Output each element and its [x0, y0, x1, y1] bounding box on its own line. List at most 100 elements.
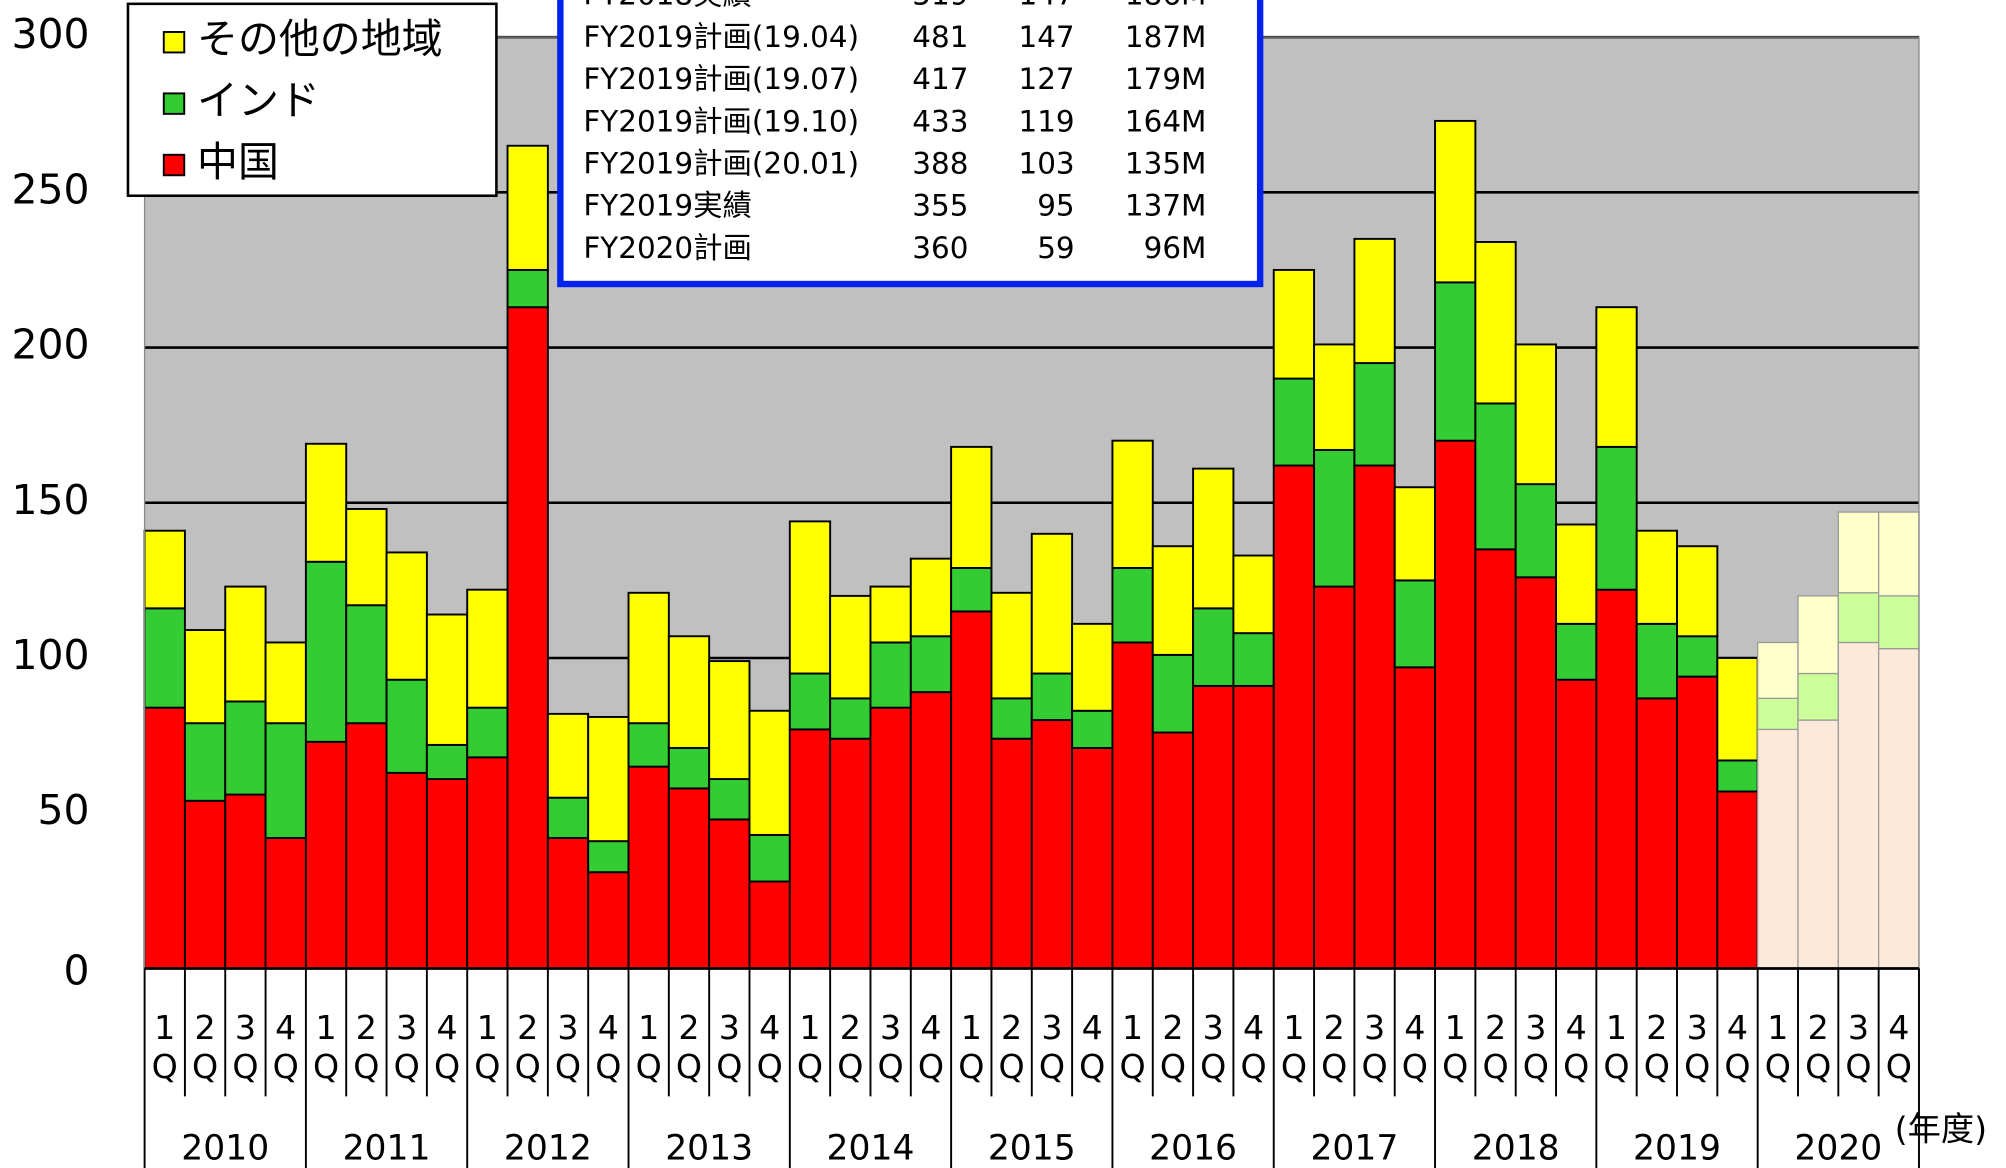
x-tick-label: 1Q — [1436, 1008, 1475, 1086]
bar-segment — [1676, 545, 1719, 638]
bar-segment — [1393, 579, 1437, 669]
x-tick-label: 1Q — [145, 1008, 184, 1086]
x-tick-label: 4Q — [428, 1008, 467, 1086]
x-tick-label: 3Q — [387, 1008, 426, 1086]
bar-segment — [304, 442, 348, 563]
bar-segment — [587, 840, 630, 874]
bar-segment — [546, 837, 590, 970]
bar-segment — [627, 765, 670, 970]
y-tick-label: 200 — [11, 321, 89, 369]
bar-segment — [224, 793, 267, 970]
x-tick-label: 2Q — [508, 1008, 547, 1086]
bar-segment — [748, 880, 791, 970]
bar-segment — [1434, 439, 1477, 970]
year-label: 2010 — [181, 1129, 269, 1168]
bar-segment — [143, 706, 186, 970]
bar-segment — [546, 796, 590, 840]
table-cell: 95 — [1037, 189, 1074, 223]
bar-segment — [1313, 449, 1356, 588]
table-row-label: FY2019計画(20.01) — [583, 147, 859, 181]
x-tick-label: 2Q — [186, 1008, 225, 1086]
bar-segment — [1111, 641, 1154, 970]
bar-segment — [1272, 464, 1316, 970]
bar-segment — [1837, 511, 1880, 594]
bar-segment — [1192, 607, 1235, 687]
table-cell: 519 — [912, 0, 968, 12]
x-tick-label: 2Q — [347, 1008, 386, 1086]
legend-swatch — [162, 31, 186, 54]
bar-segment — [708, 660, 751, 781]
bar-segment — [1313, 585, 1356, 970]
bar-segment — [1474, 241, 1517, 405]
bar-segment — [1030, 532, 1074, 675]
bar-segment — [1151, 653, 1195, 734]
x-tick-label: 3Q — [1355, 1008, 1394, 1086]
x-tick-label: 3Q — [1678, 1008, 1717, 1086]
x-tick-label: 1Q — [307, 1008, 346, 1086]
bar-segment — [1555, 523, 1598, 625]
bar-segment — [304, 740, 348, 970]
x-unit-label: (年度) — [1895, 1109, 1987, 1148]
bar-segment — [1555, 678, 1598, 970]
bar-segment — [1393, 666, 1437, 970]
bar-segment — [1757, 641, 1799, 699]
x-tick-label: 1Q — [1113, 1008, 1152, 1086]
table-cell: 187M — [1125, 20, 1207, 54]
bar-segment — [506, 306, 549, 970]
bar-segment — [627, 722, 670, 768]
bar-segment — [950, 610, 993, 970]
bar-segment — [748, 709, 791, 836]
bar-segment — [425, 778, 469, 970]
bar-segment — [1797, 595, 1839, 675]
table-row-label: FY2019計画(19.07) — [583, 62, 859, 96]
bar-segment — [909, 635, 953, 694]
table-cell: 355 — [912, 189, 968, 223]
bar-segment — [829, 737, 872, 970]
table-row-label: FY2018実績 — [583, 0, 752, 12]
x-tick-label: 2Q — [1799, 1008, 1838, 1086]
bar-segment — [385, 551, 428, 681]
bar-segment — [1514, 576, 1557, 970]
bar-segment — [1272, 377, 1316, 467]
bar-segment — [1514, 343, 1557, 486]
bar-segment — [264, 641, 307, 725]
x-tick-label: 3Q — [1516, 1008, 1555, 1086]
bar-segment — [1434, 119, 1477, 284]
x-tick-label: 1Q — [790, 1008, 829, 1086]
bar-segment — [708, 818, 751, 970]
legend-swatch — [162, 153, 186, 177]
x-tick-label: 4Q — [266, 1008, 305, 1086]
bar-segment — [1111, 566, 1154, 644]
bar-segment — [829, 594, 872, 700]
x-tick-label: 4Q — [589, 1008, 628, 1086]
bar-segment — [667, 787, 711, 970]
bar-segment — [506, 268, 549, 309]
bar-segment — [546, 712, 590, 799]
bar-segment — [990, 591, 1033, 700]
x-tick-label: 3Q — [549, 1008, 588, 1086]
year-label: 2016 — [1149, 1129, 1237, 1168]
table-cell: 388 — [912, 147, 968, 181]
x-tick-label: 4Q — [1395, 1008, 1434, 1086]
bar-segment — [1595, 445, 1638, 591]
y-tick-label: 50 — [38, 786, 90, 834]
x-tick-label: 1Q — [468, 1008, 507, 1086]
x-tick-label: 2Q — [1315, 1008, 1354, 1086]
bar-segment — [1514, 483, 1557, 579]
x-tick-label: 4Q — [1718, 1008, 1757, 1086]
table-cell: 96M — [1144, 231, 1207, 265]
x-tick-label: 3Q — [710, 1008, 749, 1086]
bar-segment — [909, 691, 953, 970]
table-cell: 179M — [1125, 62, 1207, 96]
bar-segment — [143, 529, 186, 610]
bar-segment — [1353, 464, 1396, 970]
bar-segment — [1030, 672, 1074, 722]
bar-segment — [667, 635, 711, 749]
table-cell: 147 — [1019, 20, 1075, 54]
bar-segment — [1797, 719, 1839, 970]
year-label: 2014 — [827, 1129, 915, 1168]
bar-segment — [627, 591, 670, 725]
x-tick-label: 3Q — [1839, 1008, 1878, 1086]
bar-segment — [1837, 592, 1880, 644]
bar-segment — [1151, 545, 1195, 656]
